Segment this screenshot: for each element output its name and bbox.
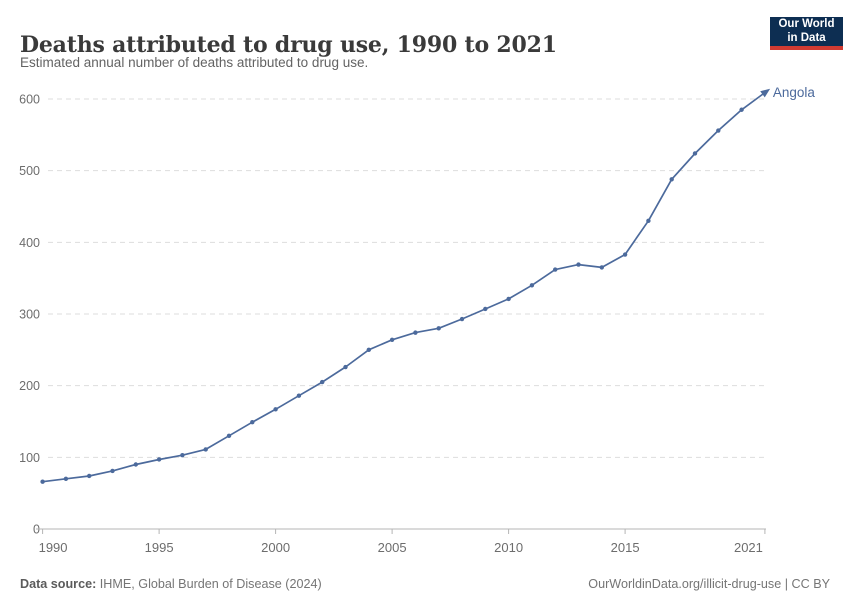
data-point-marker — [110, 468, 115, 474]
data-point-marker — [343, 364, 348, 370]
data-point-marker — [576, 262, 581, 267]
data-point-marker — [529, 283, 535, 288]
data-point-marker — [389, 337, 395, 342]
data-point-marker — [273, 407, 278, 412]
data-source-value: IHME, Global Burden of Disease (2024) — [96, 577, 322, 591]
data-source-text: Data source: IHME, Global Burden of Dise… — [20, 577, 322, 591]
data-point-marker — [320, 379, 325, 385]
y-axis-tick-label: 100 — [19, 451, 40, 465]
series-entity-label: Angola — [773, 85, 816, 100]
credit-link[interactable]: OurWorldinData.org/illicit-drug-use | CC… — [588, 577, 830, 591]
data-point-marker — [483, 306, 488, 312]
data-point-marker — [203, 447, 208, 452]
data-point-marker — [296, 393, 302, 398]
data-point-marker — [366, 347, 371, 353]
y-axis-tick-label: 500 — [19, 164, 40, 178]
data-point-marker — [133, 462, 138, 467]
x-axis-tick-label: 1995 — [145, 540, 174, 555]
owid-logo-line2: in Data — [787, 31, 826, 44]
data-point-marker — [669, 177, 674, 182]
chart-subtitle: Estimated annual number of deaths attrib… — [20, 55, 369, 70]
x-axis-tick-label: 1990 — [39, 540, 68, 555]
y-axis-tick-label: 400 — [19, 236, 40, 250]
data-point-marker — [599, 265, 604, 270]
x-axis-tick-label: 2015 — [611, 540, 640, 555]
data-point-marker — [506, 296, 511, 302]
data-point-marker — [622, 252, 628, 257]
x-axis-tick-label: 2010 — [494, 540, 523, 555]
data-point-marker — [63, 476, 69, 482]
data-point-marker — [413, 330, 418, 335]
page-title: Deaths attributed to drug use, 1990 to 2… — [20, 31, 557, 58]
x-axis-tick-label: 2000 — [261, 540, 290, 555]
data-point-marker — [40, 479, 45, 484]
y-axis-tick-label: 600 — [19, 93, 40, 107]
data-point-marker — [250, 420, 255, 425]
data-point-marker — [87, 473, 92, 479]
data-point-marker — [180, 452, 185, 458]
owid-logo: Our World in Data — [770, 17, 843, 50]
data-point-marker — [553, 267, 558, 272]
y-axis-tick-label: 300 — [19, 308, 40, 322]
data-point-marker — [739, 107, 744, 112]
data-source-label: Data source: — [20, 577, 97, 591]
x-axis-tick-label: 2005 — [378, 540, 407, 555]
data-point-marker — [459, 316, 465, 322]
data-point-marker — [156, 457, 162, 462]
data-point-marker — [646, 218, 651, 224]
data-point-marker — [716, 128, 721, 133]
y-axis-tick-label: 200 — [19, 379, 40, 393]
owid-logo-line1: Our World — [778, 17, 835, 30]
data-point-marker — [226, 433, 232, 439]
x-axis-tick-label: 2021 — [734, 540, 763, 555]
data-point-marker — [692, 151, 698, 156]
series-end-arrow — [760, 88, 771, 98]
data-point-marker — [436, 326, 441, 331]
series-line-angola — [41, 91, 766, 483]
